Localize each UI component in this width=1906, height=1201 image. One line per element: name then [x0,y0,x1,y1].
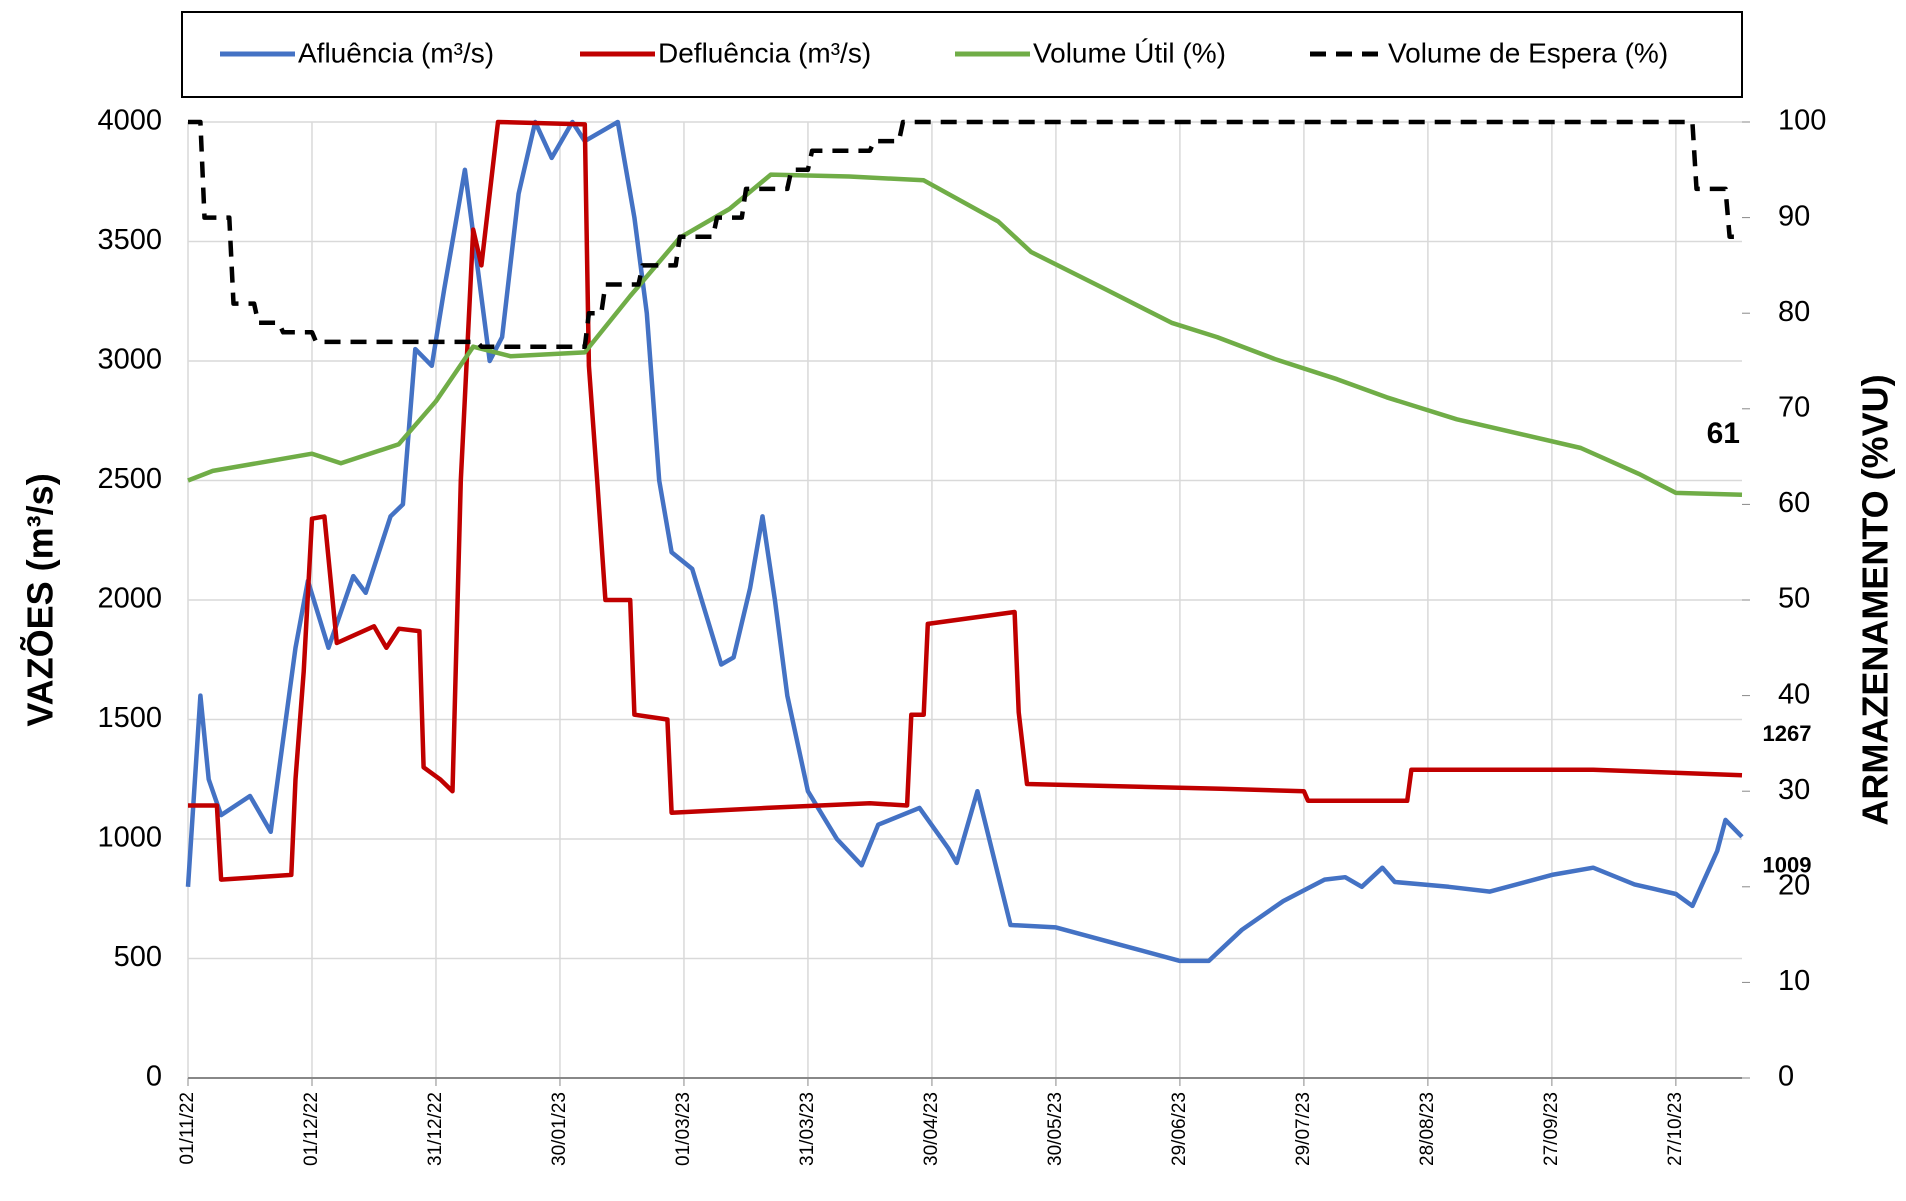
x-tick-label: 30/04/23 [921,1092,942,1166]
y-tick-label: 1500 [97,702,162,734]
value-label: 61 [1707,417,1740,450]
y-tick-label: 2000 [97,583,162,615]
legend-label: Volume Útil (%) [1033,37,1226,68]
y-tick-label: 1000 [97,822,162,854]
y2-tick-label: 20 [1778,869,1810,901]
legend-label: Volume de Espera (%) [1388,37,1668,68]
y2-tick-label: 50 [1778,583,1810,615]
x-tick-label: 27/10/23 [1665,1092,1686,1166]
legend-label: Defluência (m³/s) [658,37,871,68]
y-tick-label: 3500 [97,224,162,256]
y2-tick-label: 30 [1778,774,1810,806]
series-line [188,119,1742,349]
y2-tick-label: 100 [1778,105,1826,137]
x-tick-label: 30/05/23 [1045,1092,1066,1166]
x-tick-label: 29/06/23 [1169,1092,1190,1166]
y2-tick-label: 60 [1778,487,1810,519]
x-tick-label: 01/12/22 [301,1092,322,1166]
y2-tick-label: 0 [1778,1061,1794,1093]
series-line [187,172,1743,498]
x-tick-label: 31/03/23 [797,1092,818,1166]
y-axis-title: VAZÕES (m³/s) [19,473,61,726]
series-line [185,119,1744,964]
y-tick-label: 2500 [97,463,162,495]
x-tick-label: 01/03/23 [673,1092,694,1166]
value-label: 1009 [1763,853,1812,878]
y2-tick-label: 70 [1778,391,1810,423]
value-label: 1267 [1763,721,1812,746]
y-tick-label: 3000 [97,344,162,376]
y2-tick-label: 90 [1778,200,1810,232]
y2-axis-title: ARMAZENAMENTO (%VU) [1855,374,1896,825]
y2-tick-label: 10 [1778,965,1810,997]
series-line [188,119,1743,882]
y2-tick-label: 80 [1778,296,1810,328]
x-tick-label: 01/11/22 [177,1092,198,1165]
x-tick-label: 29/07/23 [1293,1092,1314,1166]
y-tick-label: 4000 [97,105,162,137]
x-tick-label: 31/12/22 [425,1092,446,1166]
x-tick-label: 27/09/23 [1541,1092,1562,1166]
x-tick-label: 28/08/23 [1417,1092,1438,1166]
y-tick-label: 500 [114,941,162,973]
legend: Afluência (m³/s) Defluência (m³/s) Volume … [220,37,1668,68]
y-tick-label: 0 [146,1061,162,1093]
grid [187,121,1750,1086]
y2-tick-label: 40 [1778,678,1810,710]
legend-label: Afluência (m³/s) [298,37,494,68]
x-tick-label: 30/01/23 [549,1092,570,1166]
